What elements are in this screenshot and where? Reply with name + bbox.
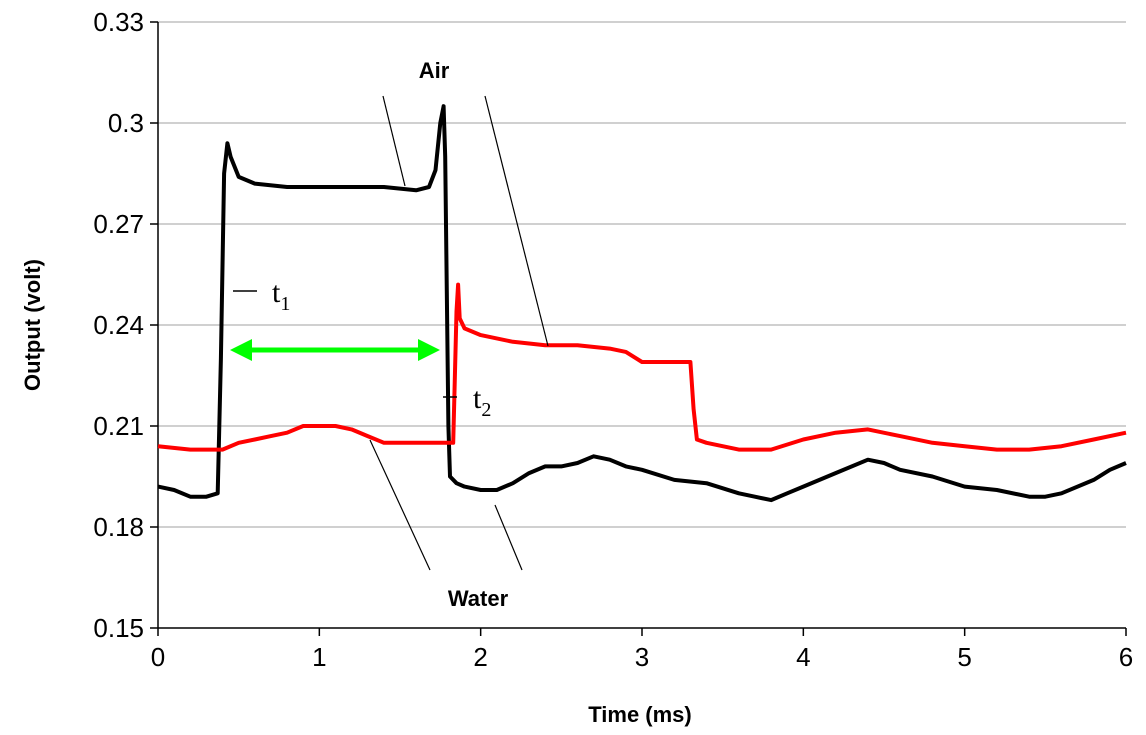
x-tick-label: 3 xyxy=(635,642,649,672)
series-group xyxy=(157,104,1127,503)
series-line-black xyxy=(157,104,1127,503)
gridlines xyxy=(158,21,1126,528)
t2-label: t2 xyxy=(473,382,491,421)
x-tick-label: 2 xyxy=(473,642,487,672)
y-tick-label: 0.3 xyxy=(108,108,144,138)
x-tick-label: 5 xyxy=(957,642,971,672)
water-label: Water xyxy=(448,586,509,611)
x-tick-label: 0 xyxy=(151,642,165,672)
interval-arrow-head-right xyxy=(418,339,440,361)
x-tick-label: 6 xyxy=(1119,642,1133,672)
annotation-leader-line xyxy=(484,95,549,347)
axes xyxy=(150,21,1127,636)
x-tick-label: 4 xyxy=(796,642,810,672)
y-tick-label: 0.18 xyxy=(93,512,144,542)
y-tick-label: 0.24 xyxy=(93,310,144,340)
y-tick-label: 0.15 xyxy=(93,613,144,643)
y-tick-label: 0.27 xyxy=(93,209,144,239)
t1-subscript: 1 xyxy=(280,293,290,315)
annotation-leader-line xyxy=(494,504,523,571)
annotations: Air Water t1 t2 xyxy=(230,58,549,611)
y-tick-label: 0.21 xyxy=(93,411,144,441)
t1-label: t1 xyxy=(272,276,290,315)
annotation-leader-line xyxy=(369,439,431,571)
x-axis-title: Time (ms) xyxy=(588,702,692,727)
air-label: Air xyxy=(419,58,450,83)
t2-subscript: 2 xyxy=(481,399,491,421)
annotation-leader-line xyxy=(382,95,406,187)
interval-arrow-head-left xyxy=(230,339,252,361)
tick-labels: 0.15 0.18 0.21 0.24 0.27 0.3 0.33 0 1 2 3 4 5 6 xyxy=(93,7,1133,672)
series-line-red xyxy=(157,282,1127,452)
y-tick-label: 0.33 xyxy=(93,7,144,37)
x-tick-label: 1 xyxy=(312,642,326,672)
y-axis-title: Output (volt) xyxy=(20,259,45,391)
